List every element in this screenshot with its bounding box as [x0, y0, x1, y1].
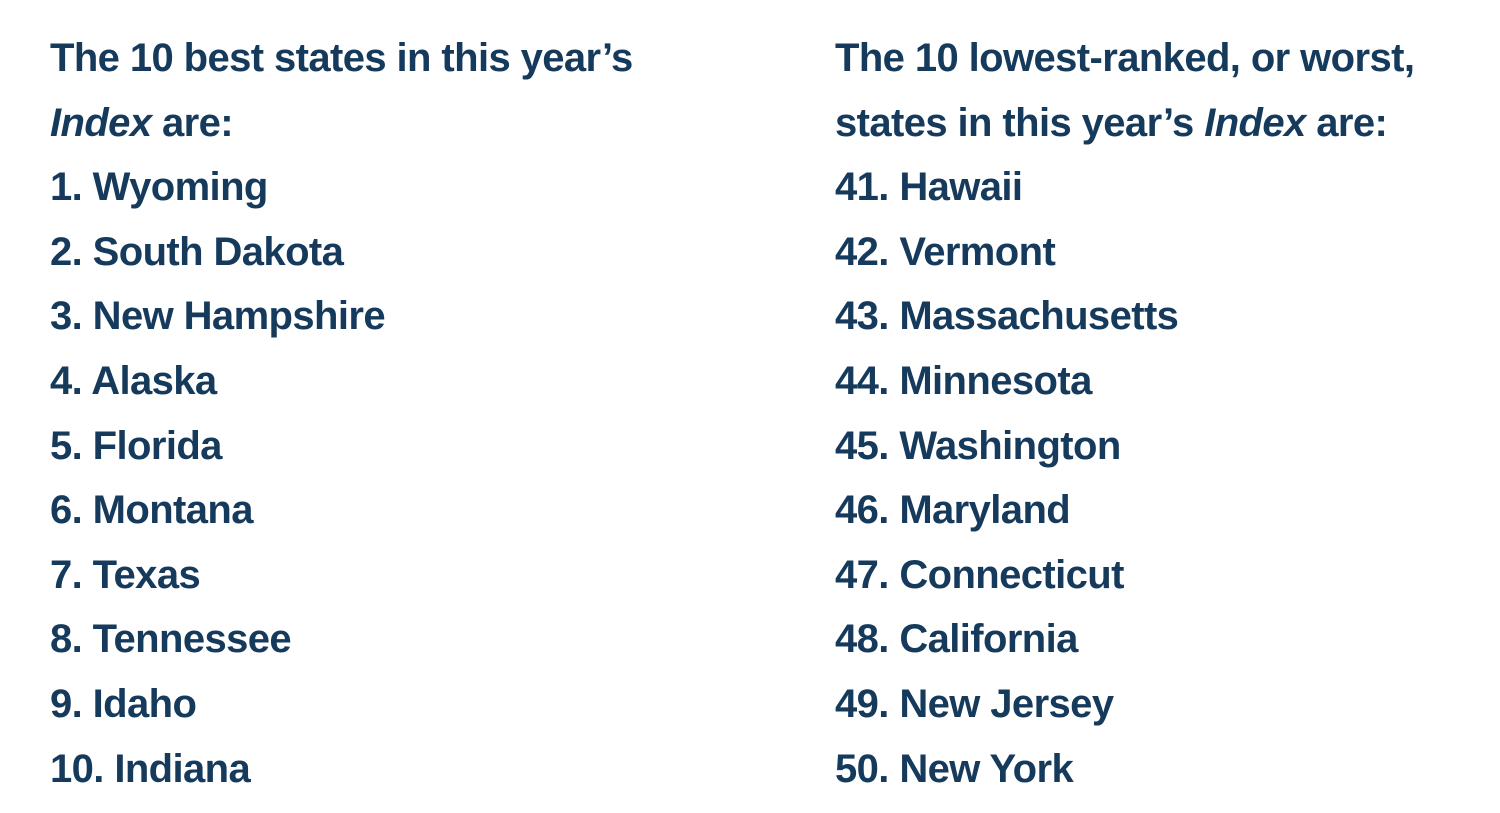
state-list-item: 9. Idaho	[50, 681, 197, 726]
index-italic: Index	[50, 100, 152, 145]
state-list-item: 41. Hawaii	[835, 165, 1023, 210]
state-list-item: 6. Montana	[50, 488, 254, 533]
state-list-item: 7. Texas	[50, 552, 201, 597]
state-list-item: 8. Tennessee	[50, 617, 292, 662]
worst-states-heading: The 10 lowest-ranked, or worst, states i…	[835, 26, 1415, 156]
state-list-item: 3. New Hampshire	[50, 294, 386, 339]
state-list-item: 45. Washington	[835, 423, 1121, 468]
state-list-item: 43. Massachusetts	[835, 294, 1179, 339]
state-list-item: 50. New York	[835, 746, 1074, 791]
best-states-column: The 10 best states in this year’s Index …	[50, 26, 633, 801]
state-list-item: 46. Maryland	[835, 488, 1071, 533]
state-list-item: 48. California	[835, 617, 1078, 662]
state-list-item: 47. Connecticut	[835, 552, 1124, 597]
heading-line: Index are:	[50, 91, 633, 156]
worst-states-column: The 10 lowest-ranked, or worst, states i…	[835, 26, 1415, 801]
heading-line: states in this year’s Index are:	[835, 91, 1414, 156]
state-list-item: 42. Vermont	[835, 229, 1056, 274]
index-italic: Index	[1204, 100, 1306, 145]
worst-states-list: 41. Hawaii 42. Vermont 43. Massachusetts 44…	[835, 155, 1414, 801]
state-list-item: 49. New Jersey	[835, 681, 1114, 726]
best-states-list: 1. Wyoming 2. South Dakota 3. New Hampshir…	[50, 155, 633, 801]
state-list-item: 5. Florida	[50, 423, 222, 468]
heading-line: The 10 best states in this year’s	[50, 36, 633, 80]
heading-line: The 10 lowest-ranked, or worst,	[835, 36, 1415, 80]
state-list-item: 44. Minnesota	[835, 358, 1092, 403]
state-list-item: 1. Wyoming	[50, 165, 268, 210]
heading-text: are:	[1305, 100, 1388, 145]
heading-text: states in this year’s	[835, 100, 1205, 145]
state-list-item: 2. South Dakota	[50, 229, 344, 274]
state-list-item: 4. Alaska	[50, 358, 217, 403]
best-states-heading: The 10 best states in this year’s Index …	[50, 26, 633, 155]
state-list-item: 10. Indiana	[50, 746, 251, 791]
heading-text: are:	[151, 100, 234, 145]
